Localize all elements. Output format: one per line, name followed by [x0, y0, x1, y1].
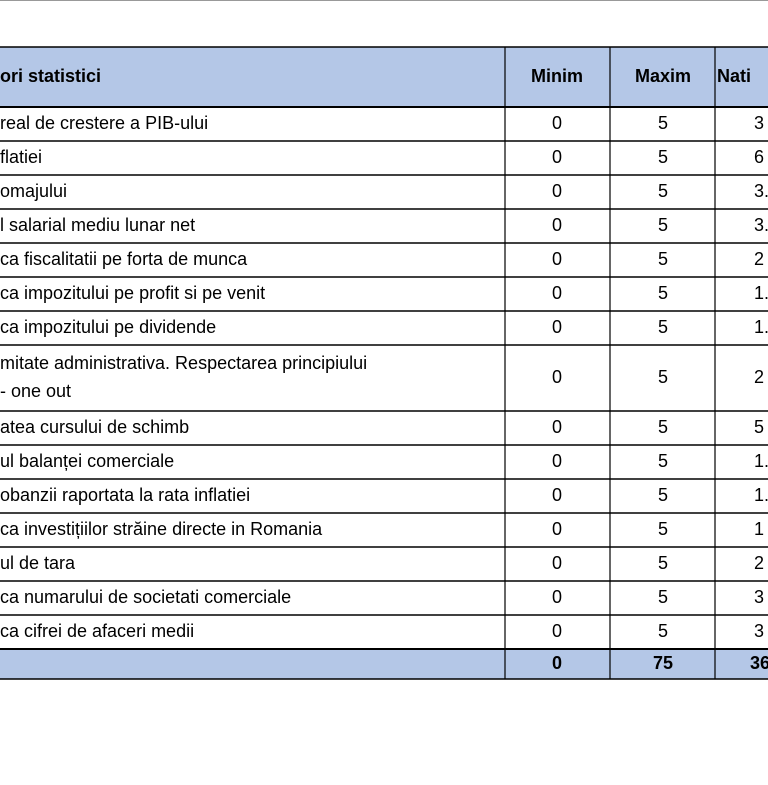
cell: 5	[658, 181, 668, 201]
cell: 3	[754, 587, 764, 607]
cell: 5	[658, 485, 668, 505]
cell: 0	[552, 519, 562, 539]
cell: 5	[658, 367, 668, 387]
header-cell: Maxim	[635, 66, 691, 86]
total-bg	[0, 649, 768, 679]
row-label: real de crestere a PIB-ului	[0, 113, 208, 133]
cell: 5	[658, 147, 668, 167]
cell: 3	[754, 113, 764, 133]
cell: 2	[754, 367, 764, 387]
row-label: atea cursului de schimb	[0, 417, 189, 437]
cell: 0	[552, 417, 562, 437]
cell: 5	[658, 215, 668, 235]
header-cell: ori statistici	[0, 66, 101, 86]
cell: 2	[754, 249, 764, 269]
header-bg	[0, 47, 768, 107]
cell: 5	[658, 451, 668, 471]
cell: 1.	[754, 451, 768, 471]
row-label: ca investițiilor străine directe in Roma…	[0, 519, 323, 539]
cell: 5	[658, 113, 668, 133]
cell: 5	[658, 417, 668, 437]
cell: 0	[552, 451, 562, 471]
row-label: ca numarului de societati comerciale	[0, 587, 291, 607]
cell: 0	[552, 147, 562, 167]
cell: 0	[552, 113, 562, 133]
cell: 5	[658, 249, 668, 269]
cell: 5	[658, 317, 668, 337]
row-label: omajului	[0, 181, 67, 201]
cell: 5	[658, 283, 668, 303]
cell: 3	[754, 621, 764, 641]
cell: 3.	[754, 215, 768, 235]
cell: 0	[552, 181, 562, 201]
row-label: ca impozitului pe profit si pe venit	[0, 283, 265, 303]
cell: 0	[552, 485, 562, 505]
cell: 5	[754, 417, 764, 437]
cell: 3.	[754, 181, 768, 201]
total-cell: 36	[750, 653, 768, 673]
row-label: l salarial mediu lunar net	[0, 215, 195, 235]
table: ori statistici Minim Maxim Nati real de cres…	[0, 46, 768, 680]
cell: 0	[552, 249, 562, 269]
row-label: obanzii raportata la rata inflatiei	[0, 485, 250, 505]
header-cell: Nati	[717, 66, 751, 86]
row-label: flatiei	[0, 147, 42, 167]
cell: 1.	[754, 317, 768, 337]
cell: 5	[658, 587, 668, 607]
cell: 5	[658, 553, 668, 573]
header-cell: Minim	[531, 66, 583, 86]
cell: 0	[552, 587, 562, 607]
cell: 5	[658, 621, 668, 641]
cell: 5	[658, 519, 668, 539]
total-cell: 75	[653, 653, 673, 673]
cell: 0	[552, 215, 562, 235]
cell: 0	[552, 317, 562, 337]
cell: 0	[552, 367, 562, 387]
total-cell: 0	[552, 653, 562, 673]
cell: 0	[552, 621, 562, 641]
row-label: ul balanței comerciale	[0, 451, 174, 471]
cell: 0	[552, 553, 562, 573]
cell: 1.	[754, 485, 768, 505]
row-label: - one out	[0, 381, 71, 401]
cell: 1.	[754, 283, 768, 303]
row-label: ca impozitului pe dividende	[0, 317, 216, 337]
cell: 1	[754, 519, 764, 539]
cell: 2	[754, 553, 764, 573]
row-label: ul de tara	[0, 553, 76, 573]
row-label: ca cifrei de afaceri medii	[0, 621, 194, 641]
cell: 6	[754, 147, 764, 167]
row-label: mitate administrativa. Respectarea princ…	[0, 353, 367, 373]
cell: 0	[552, 283, 562, 303]
row-label: ca fiscalitatii pe forta de munca	[0, 249, 248, 269]
